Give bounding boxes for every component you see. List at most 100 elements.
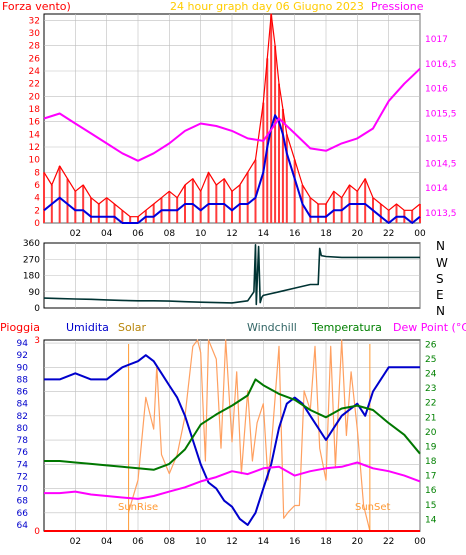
direction-y-tick-label: 0 [34, 304, 40, 314]
temperature-y-tick-label: 25 [425, 355, 436, 365]
wind-y-tick-label: 32 [29, 16, 40, 26]
rain-y-tick-label: 0 [34, 527, 40, 537]
humidity-y-tick-label: 76 [17, 448, 29, 458]
wind-y-tick-label: 8 [34, 168, 40, 178]
wind-y-tick-label: 30 [29, 29, 41, 39]
wind-y-tick-label: 4 [34, 194, 40, 204]
pressure-y-tick-label: 1015,5 [425, 110, 457, 120]
x-tick-label: 00 [414, 229, 426, 239]
temperature-y-tick-label: 19 [425, 442, 437, 452]
x-tick-label: 20 [352, 229, 364, 239]
rain-y-tick-label: 3 [34, 336, 40, 346]
pressure-y-tick-label: 1016,5 [425, 60, 457, 70]
pressure-line [43, 67, 421, 162]
wind-y-tick-label: 16 [29, 118, 41, 128]
pressure-y-tick-label: 1014 [425, 184, 448, 194]
pressure-y-tick-label: 1017 [425, 35, 448, 45]
x-tick-label: 18 [320, 229, 332, 239]
direction-y-tick-label: 90 [29, 288, 41, 298]
temperature-y-tick-label: 17 [425, 472, 436, 482]
grid-layer [44, 14, 421, 531]
temperature-y-tick-label: 23 [425, 384, 436, 394]
wind-y-tick-label: 14 [29, 130, 41, 140]
temperature-y-tick-label: 24 [425, 370, 437, 380]
pressure-y-tick-label: 1015 [425, 134, 448, 144]
wind-y-tick-label: 6 [34, 181, 40, 191]
humidity-y-tick-label: 80 [17, 424, 29, 434]
solar-radiation-line [128, 339, 371, 532]
wind-y-tick-label: 24 [29, 67, 41, 77]
series-layer [43, 13, 421, 532]
humidity-y-tick-label: 90 [17, 363, 29, 373]
wind-axis-title: Forza vento) [2, 0, 71, 13]
direction-y-tick-label: 180 [23, 272, 40, 282]
pressure-y-tick-label: 1013,5 [425, 209, 457, 219]
wind-y-tick-label: 0 [34, 219, 40, 229]
temperature-y-tick-label: 15 [425, 501, 436, 511]
legend-humidity: Umidita [66, 321, 109, 334]
humidity-y-tick-label: 88 [17, 375, 29, 385]
temperature-y-tick-label: 26 [425, 340, 437, 350]
humidity-y-tick-label: 70 [17, 485, 29, 495]
legend-solar: Solar [118, 321, 147, 334]
x-tick-label: 04 [101, 537, 113, 547]
direction-y-tick-label: 360 [23, 239, 40, 249]
humidity-y-tick-label: 64 [17, 521, 29, 531]
x-tick-label: 02 [70, 537, 81, 547]
legend-windchill: Windchill [247, 321, 297, 334]
x-tick-label: 08 [164, 229, 176, 239]
x-tick-label: 22 [383, 229, 394, 239]
humidity-y-tick-label: 86 [17, 388, 29, 398]
tick-label-layer: 024681012141618202224262830321013,510141… [17, 16, 457, 547]
temperature-y-tick-label: 18 [425, 457, 437, 467]
humidity-y-tick-label: 68 [17, 497, 29, 507]
humidity-y-tick-label: 84 [17, 400, 29, 410]
humidity-y-tick-label: 66 [17, 509, 29, 519]
wind-y-tick-label: 10 [29, 156, 41, 166]
x-tick-label: 12 [226, 537, 237, 547]
sunrise-label: SunRise [118, 502, 158, 513]
temperature-y-tick-label: 22 [425, 399, 436, 409]
direction-label-s: S [436, 272, 444, 286]
pressure-y-tick-label: 1014,5 [425, 159, 457, 169]
direction-label-e: E [436, 288, 444, 302]
direction-label-w: W [436, 256, 448, 270]
x-tick-label: 14 [258, 229, 270, 239]
dewpoint-line [44, 461, 421, 500]
humidity-y-tick-label: 92 [17, 351, 28, 361]
pressure-axis-title: Pressione [371, 0, 424, 13]
temperature-y-tick-label: 16 [425, 486, 437, 496]
x-tick-label: 14 [258, 537, 270, 547]
x-tick-label: 10 [195, 537, 207, 547]
pressure-y-tick-label: 1016 [425, 85, 448, 95]
legend-dewpoint: Dew Point (°C) [393, 321, 466, 334]
x-tick-label: 08 [164, 537, 176, 547]
humidity-y-tick-label: 74 [17, 460, 29, 470]
humidity-y-tick-label: 72 [17, 472, 28, 482]
x-tick-label: 10 [195, 229, 207, 239]
sunset-label: SunSet [355, 502, 391, 513]
wind-y-tick-label: 22 [29, 80, 40, 90]
humidity-y-tick-label: 82 [17, 412, 28, 422]
x-tick-label: 00 [414, 537, 426, 547]
humidity-y-tick-label: 94 [17, 339, 29, 349]
x-tick-label: 22 [383, 537, 394, 547]
wind-gust-line [43, 13, 421, 218]
x-tick-label: 18 [320, 537, 332, 547]
temperature-line [44, 378, 421, 471]
wind-y-tick-label: 18 [29, 105, 41, 115]
temperature-y-tick-label: 14 [425, 515, 437, 525]
x-tick-label: 16 [289, 537, 301, 547]
humidity-line [44, 354, 420, 526]
temperature-y-tick-label: 20 [425, 428, 437, 438]
wind-y-tick-label: 20 [29, 92, 41, 102]
wind-y-tick-label: 12 [29, 143, 40, 153]
wind-direction-line [43, 244, 420, 306]
humidity-y-tick-label: 78 [17, 436, 29, 446]
x-tick-label: 06 [132, 537, 144, 547]
x-tick-label: 12 [226, 229, 237, 239]
wind-y-tick-label: 28 [29, 42, 41, 52]
legend-rain: Pioggia [0, 321, 40, 334]
chart-title: 24 hour graph day 06 Giugno 2023 [170, 0, 364, 13]
